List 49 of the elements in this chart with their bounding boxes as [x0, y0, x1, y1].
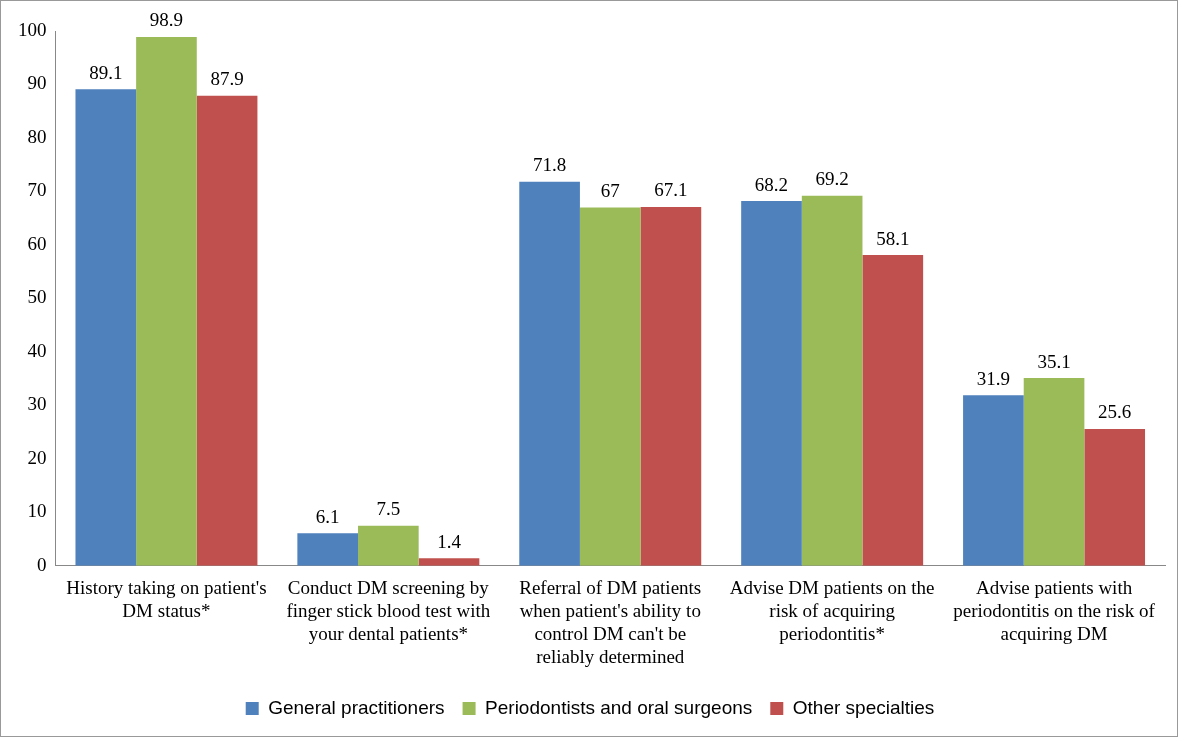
data-label: 98.9: [149, 9, 184, 31]
bar: [297, 533, 359, 566]
x-tick-label: Advise DM patients on the risk of acquiring periodontitis*: [729, 577, 935, 644]
y-tick-label: 50: [27, 286, 47, 308]
bar: [801, 195, 863, 566]
data-label: 69.2: [815, 168, 849, 190]
bar: [519, 181, 580, 566]
legend-label: Periodontists and oral surgeons: [485, 696, 753, 718]
x-tick-label: Advise patients with periodontitis on the risk of acquiring DM: [953, 577, 1156, 644]
data-label: 89.1: [89, 61, 123, 83]
bar: [418, 558, 480, 566]
data-label: 67.1: [654, 179, 688, 201]
bar: [75, 89, 137, 566]
legend-label: General practitioners: [268, 696, 445, 718]
y-tick-label: 60: [27, 232, 47, 254]
bar: [196, 95, 258, 566]
y-tick-label: 100: [18, 18, 47, 40]
legend-label: Other specialties: [792, 696, 935, 718]
x-tick-label: Referral of DM patients when patient's ability to control DM can't be reliably determined: [519, 577, 702, 667]
bar: [963, 395, 1024, 566]
y-tick-label: 0: [37, 553, 47, 575]
data-label: 25.6: [1098, 401, 1132, 423]
bar: [1023, 378, 1085, 566]
bar: [579, 207, 641, 566]
data-label: 31.9: [976, 367, 1011, 389]
y-tick-label: 20: [27, 446, 47, 468]
y-tick-label: 70: [27, 179, 47, 201]
y-tick-label: 90: [27, 72, 47, 94]
bar: [640, 206, 702, 566]
y-tick-label: 80: [27, 125, 47, 147]
data-label: 71.8: [532, 154, 567, 176]
bar: [741, 201, 802, 566]
bar: [136, 36, 197, 566]
data-label: 67: [600, 179, 620, 201]
y-tick-label: 30: [27, 393, 47, 415]
y-tick-label: 40: [27, 339, 47, 361]
data-label: 68.2: [754, 173, 789, 195]
data-label: 7.5: [376, 498, 401, 520]
data-label: 35.1: [1037, 350, 1071, 372]
x-tick-label: Conduct DM screening by finger stick blood test with your dental patients*: [286, 577, 491, 644]
data-label: 6.1: [315, 505, 340, 527]
data-label: 58.1: [876, 227, 910, 249]
x-tick-label: History taking on patient's DM status*: [66, 577, 267, 621]
bar: [862, 255, 924, 566]
y-tick-label: 10: [27, 500, 47, 522]
bar: [358, 525, 419, 566]
data-label: 87.9: [210, 68, 244, 90]
data-label: 1.4: [437, 530, 462, 552]
bar: [1084, 428, 1146, 566]
